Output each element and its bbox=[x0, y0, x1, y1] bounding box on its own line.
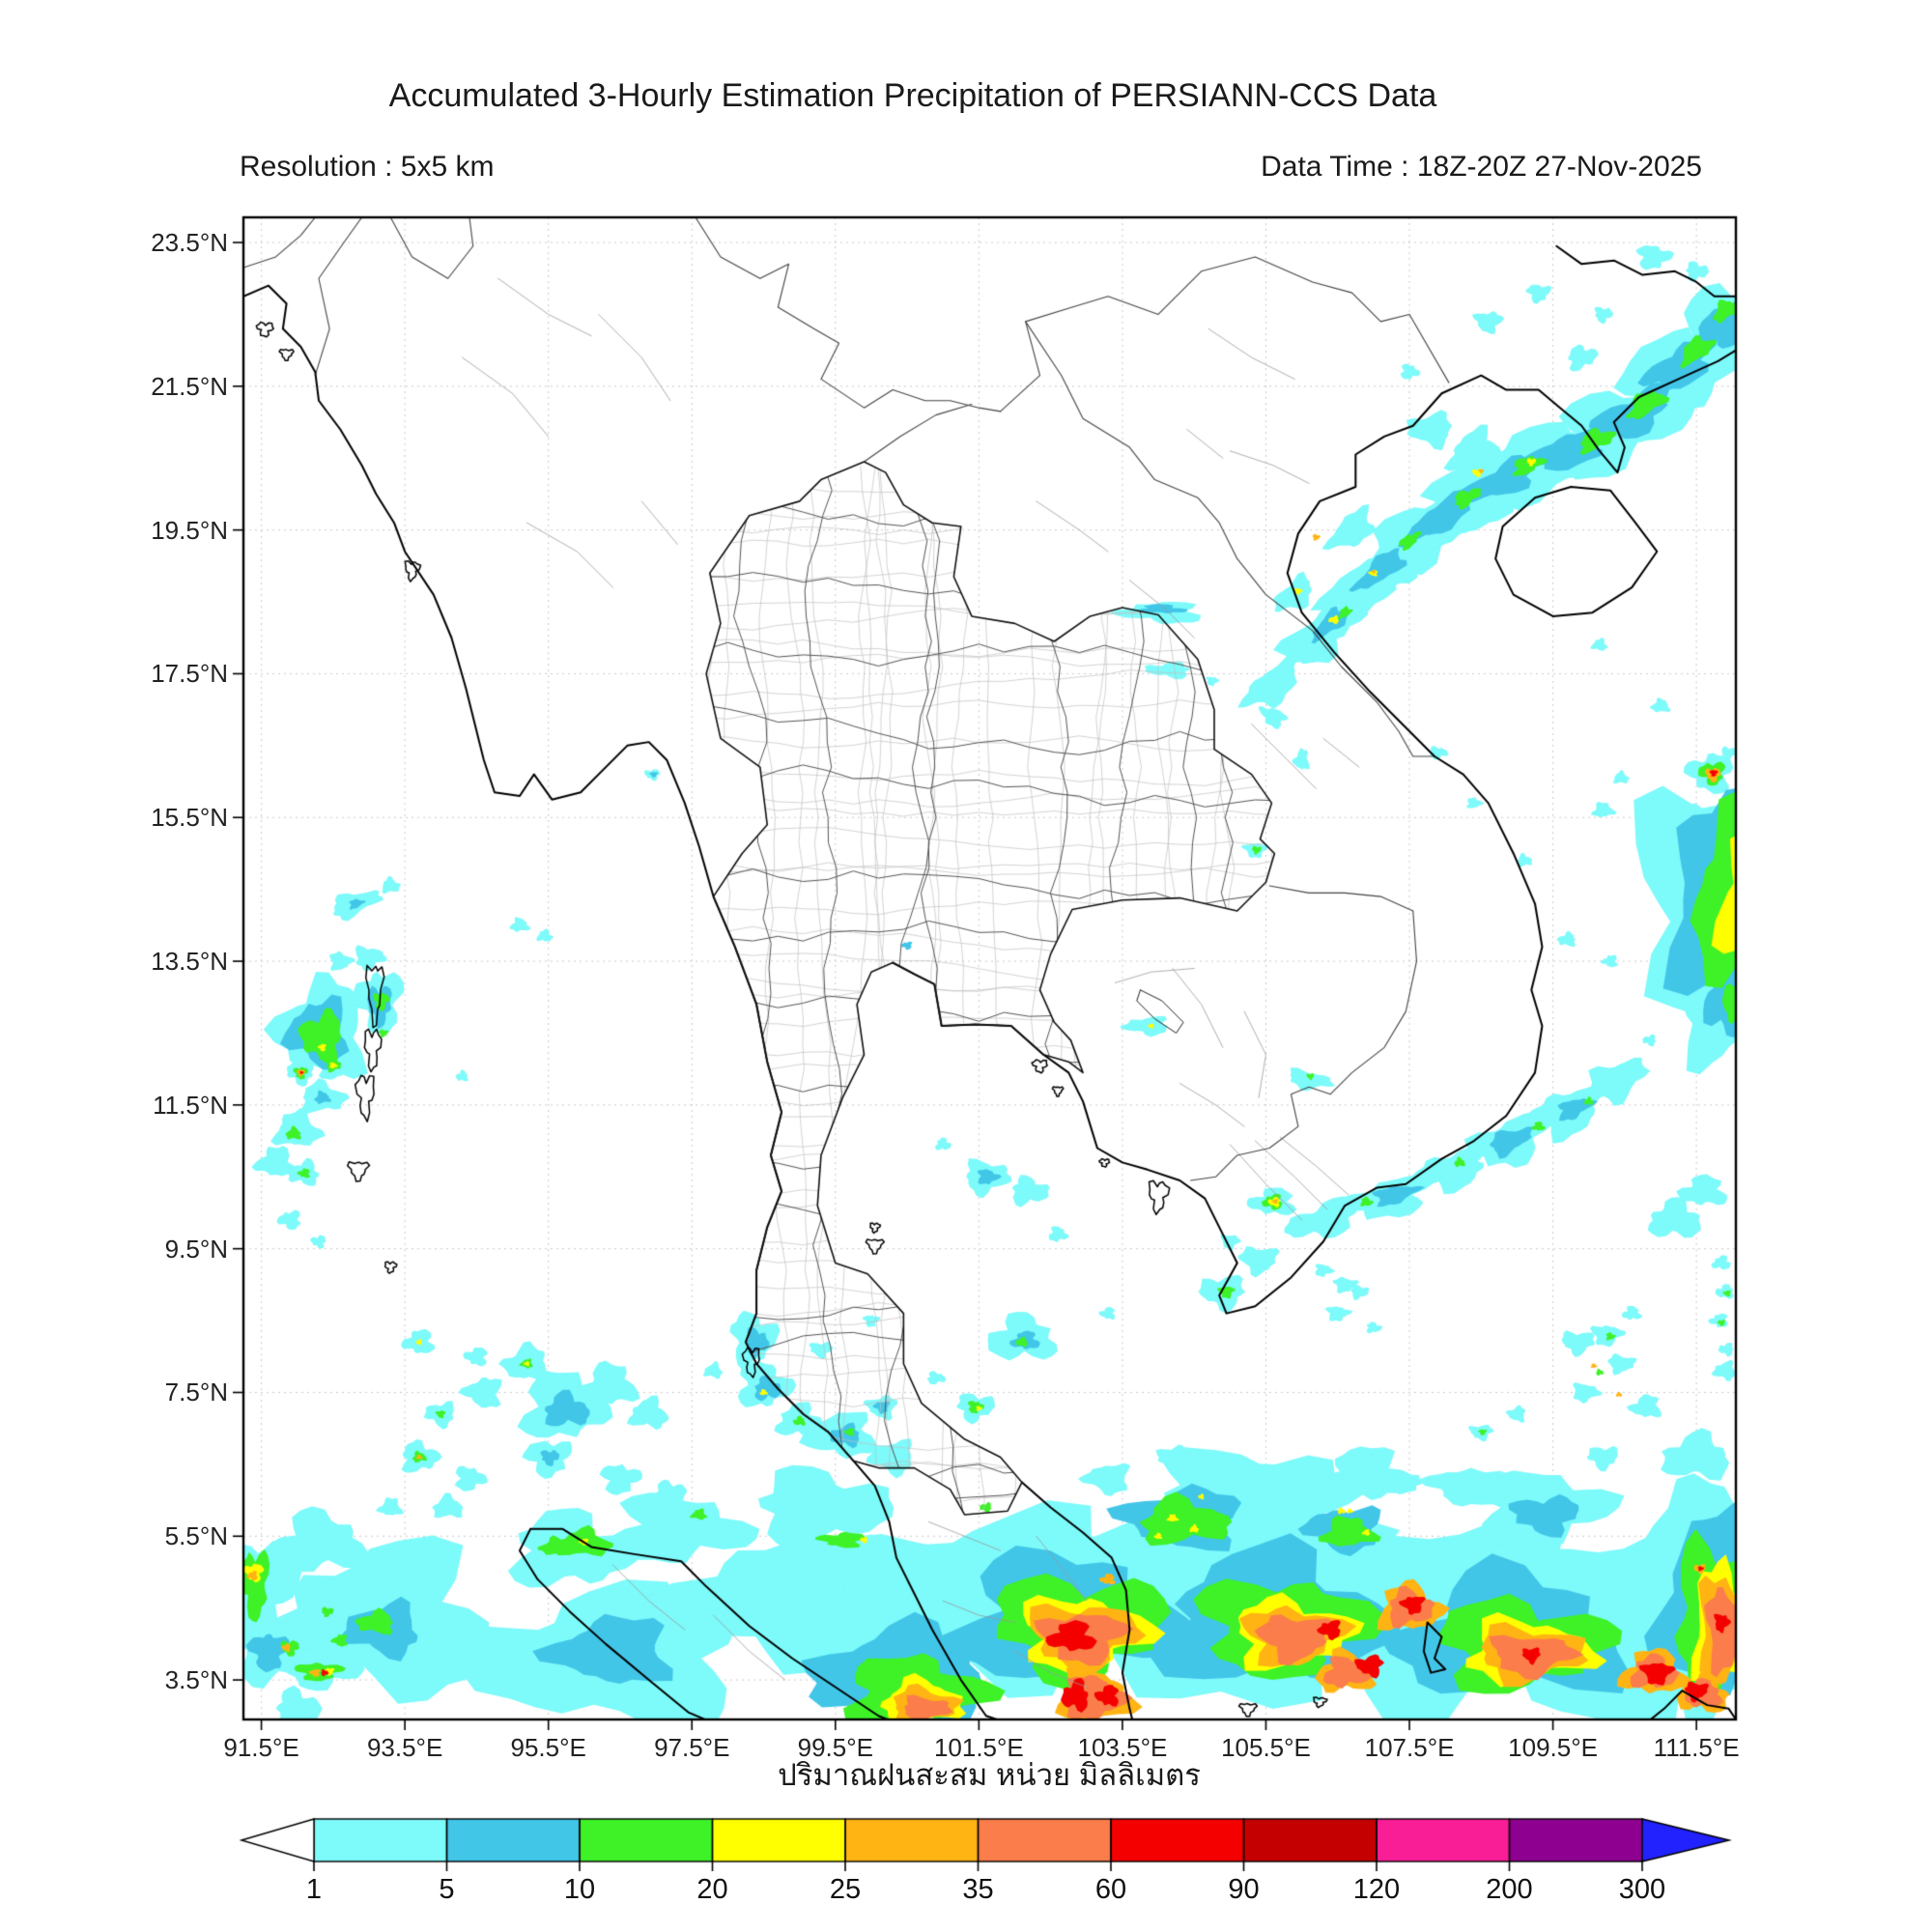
page-title: Accumulated 3-Hourly Estimation Precipit… bbox=[388, 77, 1437, 114]
y-tick-label: 21.5°N bbox=[151, 371, 228, 401]
x-tick-label: 91.5°E bbox=[223, 1733, 299, 1762]
x-tick-label: 93.5°E bbox=[366, 1733, 443, 1762]
colorbar-tick-label: 25 bbox=[829, 1874, 862, 1905]
y-tick-label: 11.5°N bbox=[153, 1090, 228, 1120]
colorbar-title: ปริมาณฝนสะสม หน่วย มิลลิเมตร bbox=[778, 1758, 1201, 1792]
x-tick-label: 107.5°E bbox=[1364, 1733, 1455, 1762]
y-tick-label: 5.5°N bbox=[164, 1521, 228, 1551]
y-tick-label: 7.5°N bbox=[164, 1378, 228, 1407]
y-tick-label: 13.5°N bbox=[151, 947, 228, 977]
colorbar-tick-label: 10 bbox=[563, 1874, 596, 1905]
colorbar-tick-label: 20 bbox=[696, 1874, 728, 1905]
colorbar-tick-label: 35 bbox=[962, 1874, 994, 1905]
colorbar-tick-label: 5 bbox=[439, 1874, 455, 1905]
x-tick-label: 109.5°E bbox=[1508, 1733, 1598, 1762]
y-tick-label: 15.5°N bbox=[151, 803, 228, 833]
data-time-label: Data Time : 18Z-20Z 27-Nov-2025 bbox=[1261, 151, 1702, 183]
y-tick-label: 3.5°N bbox=[164, 1665, 228, 1695]
x-tick-label: 101.5°E bbox=[933, 1733, 1024, 1762]
y-tick-label: 23.5°N bbox=[151, 228, 228, 258]
colorbar-tick-label: 60 bbox=[1094, 1874, 1127, 1905]
colorbar-tick-label: 200 bbox=[1486, 1874, 1533, 1905]
x-tick-label: 95.5°E bbox=[510, 1733, 586, 1762]
x-tick-label: 97.5°E bbox=[654, 1733, 730, 1762]
y-tick-label: 17.5°N bbox=[151, 659, 228, 689]
colorbar-tick-label: 90 bbox=[1228, 1874, 1260, 1905]
colorbar-tick-label: 120 bbox=[1352, 1874, 1401, 1905]
x-tick-label: 103.5°E bbox=[1077, 1733, 1168, 1762]
resolution-label: Resolution : 5x5 km bbox=[240, 151, 495, 183]
colorbar-tick-label: 300 bbox=[1618, 1874, 1666, 1905]
colorbar-tick-label: 1 bbox=[305, 1874, 323, 1905]
x-tick-label: 99.5°E bbox=[797, 1733, 873, 1762]
y-tick-label: 9.5°N bbox=[164, 1234, 228, 1264]
x-tick-label: 111.5°E bbox=[1653, 1733, 1740, 1762]
y-tick-label: 19.5°N bbox=[151, 515, 228, 545]
x-tick-label: 105.5°E bbox=[1221, 1733, 1311, 1762]
